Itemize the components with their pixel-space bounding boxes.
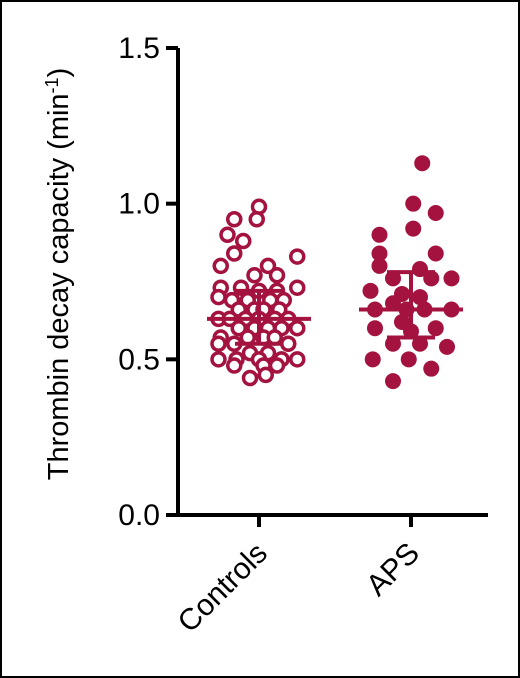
control-point (268, 357, 286, 374)
aps-point (439, 338, 455, 355)
y-axis-title-main: Thrombin decay capacity (min (43, 93, 75, 480)
y-tick-label: 1.0 (118, 188, 160, 221)
y-tick-label: 1.5 (118, 32, 160, 65)
control-point (257, 366, 274, 384)
control-point (289, 351, 306, 368)
aps-point (405, 195, 422, 212)
control-point (241, 369, 259, 387)
aps-point (427, 320, 444, 337)
control-point (289, 248, 306, 265)
y-axis-title: Thrombin decay capacity (min-1) (42, 68, 75, 481)
aps-point (405, 220, 422, 237)
control-point (280, 335, 297, 353)
control-point (289, 319, 306, 337)
aps-point (427, 245, 444, 262)
aps-point (443, 270, 460, 287)
control-point (226, 245, 243, 262)
aps-point (414, 155, 431, 172)
control-point (268, 267, 286, 284)
control-point (289, 279, 306, 296)
x-category-label: APS (360, 537, 426, 603)
axes (176, 48, 488, 517)
control-point (212, 257, 229, 275)
aps-point (364, 351, 381, 368)
mean-sd-bars (207, 270, 463, 346)
control-point (230, 319, 247, 337)
y-tick-label: 0.0 (118, 499, 160, 532)
y-axis-title-suffix: ) (43, 68, 75, 78)
aps-point (385, 373, 401, 390)
control-point (226, 357, 243, 374)
control-point (259, 257, 277, 275)
aps-point (400, 351, 417, 368)
x-category-label: Controls (172, 537, 274, 639)
control-point (246, 267, 263, 284)
control-point (210, 288, 227, 306)
y-tick-label: 0.5 (118, 343, 160, 376)
aps-point (371, 257, 388, 274)
aps-point (367, 320, 383, 337)
aps-point (362, 282, 379, 299)
control-point (219, 226, 236, 244)
y-ticks: 0.0 0.5 1.0 1.5 (118, 32, 413, 532)
control-point (235, 232, 252, 250)
aps-point (371, 226, 388, 243)
aps-point (423, 360, 440, 377)
control-point (210, 351, 227, 368)
control-point (210, 335, 227, 353)
aps-point (427, 205, 444, 222)
control-point (226, 210, 243, 228)
control-point (248, 210, 265, 228)
x-category-labels: Controls APS (172, 537, 426, 639)
y-axis-title-superscript: -1 (42, 77, 62, 93)
